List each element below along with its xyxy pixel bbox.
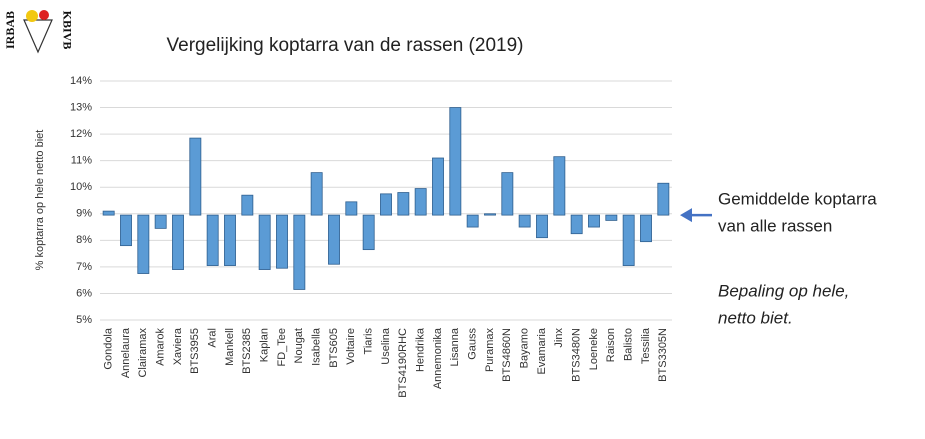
x-tick-label: Nougat <box>293 328 305 363</box>
y-tick-label: 6% <box>76 287 92 299</box>
bar <box>206 214 219 266</box>
x-tick-label: Gauss <box>467 328 479 360</box>
bar <box>345 201 358 216</box>
x-tick-label: Annelaura <box>120 327 132 378</box>
x-tick-label: Isabella <box>311 327 323 366</box>
y-tick-label: 10% <box>70 181 92 193</box>
x-tick-label: Mankell <box>224 328 236 366</box>
bar <box>276 214 288 269</box>
bar <box>397 192 410 216</box>
x-tick-label: Lisanna <box>449 327 461 366</box>
x-tick-label: BTS2385 <box>241 328 253 374</box>
bar <box>328 214 340 265</box>
x-tick-label: Loeneke <box>588 328 600 370</box>
bar <box>362 214 375 251</box>
x-tick-label: Kaplan <box>259 328 271 362</box>
y-tick-label: 7% <box>76 261 92 273</box>
y-tick-label: 8% <box>76 234 92 246</box>
bar <box>154 214 167 229</box>
logo-icon <box>23 10 53 54</box>
bar <box>536 214 548 239</box>
x-tick-label: Jinx <box>553 328 565 348</box>
x-tick-label: Hendrika <box>415 327 427 372</box>
y-tick-label: 9% <box>76 208 92 220</box>
y-tick-label: 5% <box>76 314 92 326</box>
x-tick-label: FD_Tee <box>276 328 288 367</box>
x-tick-label: Annemonika <box>432 327 444 389</box>
bar <box>414 188 427 216</box>
y-tick-label: 14% <box>70 75 92 87</box>
bar <box>588 214 600 228</box>
chart-title: Vergelijking koptarra van de rassen (201… <box>167 35 524 56</box>
bar <box>241 194 254 216</box>
y-axis-label: % koptarra op hele netto biet <box>34 130 46 271</box>
x-tick-label: Gondola <box>103 327 115 369</box>
annotation: Bepaling op hele, <box>718 281 849 300</box>
x-tick-label: BTS4860N <box>501 328 513 382</box>
bar <box>605 214 618 221</box>
bar <box>466 214 479 228</box>
bar <box>258 214 271 270</box>
bar <box>518 214 531 228</box>
bar <box>380 193 392 216</box>
bar <box>570 214 583 235</box>
bar <box>449 107 462 216</box>
x-tick-label: BTS4190RHC <box>397 328 409 398</box>
y-tick-label: 11% <box>71 155 92 167</box>
x-tick-label: Bayamo <box>519 328 531 368</box>
x-tick-label: Puramax <box>484 328 496 373</box>
bar <box>224 214 236 266</box>
x-tick-label: Balisto <box>623 328 635 361</box>
x-tick-label: BTS3305N <box>657 328 669 382</box>
x-tick-label: Amarok <box>155 328 167 366</box>
bar <box>501 172 514 216</box>
x-tick-label: BTS605 <box>328 328 340 368</box>
arrow-head <box>680 208 692 223</box>
x-tick-label: Voltaire <box>345 328 357 365</box>
x-tick-label: BTS3480N <box>571 328 583 382</box>
annotation: Gemiddelde koptarra <box>718 189 877 208</box>
x-tick-label: Aral <box>207 328 219 348</box>
y-tick-label: 13% <box>70 101 92 113</box>
bar <box>622 214 635 266</box>
x-tick-label: BTS3955 <box>189 328 201 374</box>
bar <box>657 182 670 216</box>
x-tick-label: Uselina <box>380 327 392 365</box>
logo-text: KBIVB <box>60 11 74 50</box>
bar <box>293 214 306 290</box>
bar <box>310 172 323 216</box>
bar <box>432 157 444 216</box>
bar <box>640 214 652 243</box>
logo-text: IRBAB <box>3 11 17 49</box>
bar <box>553 156 566 216</box>
bar <box>102 210 115 216</box>
x-tick-label: Raison <box>605 328 617 362</box>
x-tick-label: Evamaria <box>536 327 548 374</box>
x-tick-label: Tessilia <box>640 327 652 364</box>
x-tick-label: Xaviera <box>172 327 184 365</box>
bar <box>484 213 496 216</box>
bar <box>137 214 150 274</box>
x-tick-label: Tiaris <box>363 328 375 355</box>
annotation: netto biet. <box>718 308 793 327</box>
x-tick-label: Clairamax <box>137 328 149 378</box>
bar <box>120 214 132 247</box>
y-tick-label: 12% <box>70 128 92 140</box>
annotation: van alle rassen <box>718 216 832 235</box>
bar <box>172 214 184 270</box>
bar <box>189 137 202 216</box>
